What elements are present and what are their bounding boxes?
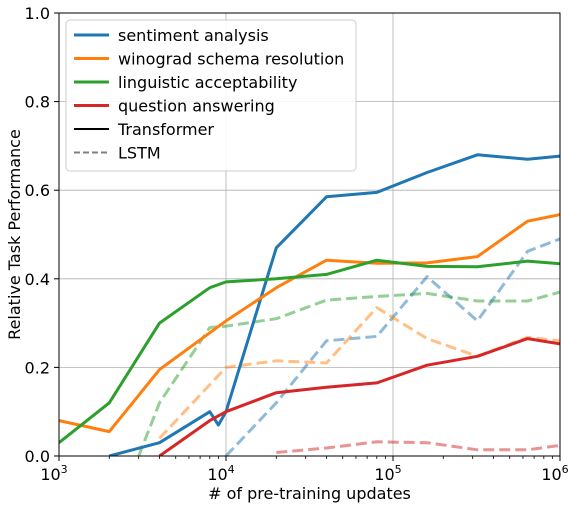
y-tick-label: 0.8 <box>25 93 50 112</box>
series-line <box>158 337 560 456</box>
legend-label: winograd schema resolution <box>118 50 344 69</box>
x-tick-label: 104 <box>207 463 234 484</box>
series-layer <box>59 153 560 456</box>
y-tick-label: 0.4 <box>25 270 50 289</box>
series-line <box>108 153 560 456</box>
y-axis-label: Relative Task Performance <box>5 129 24 340</box>
x-tick-label: 103 <box>40 463 67 484</box>
y-tick-label: 1.0 <box>25 4 50 23</box>
legend: sentiment analysis winograd schema resolu… <box>65 19 357 172</box>
y-tick-label: 0.0 <box>25 447 50 466</box>
y-tick-label: 0.2 <box>25 358 50 377</box>
x-tick-label: 106 <box>541 463 568 484</box>
series-line <box>137 290 560 456</box>
plot-frame <box>58 12 561 457</box>
legend-label: sentiment analysis <box>118 26 269 45</box>
legend-label: LSTM <box>118 144 161 163</box>
y-tick-label: 0.6 <box>25 181 50 200</box>
series-line <box>59 213 560 434</box>
series-line <box>59 258 560 444</box>
series-line <box>276 440 560 454</box>
x-axis: 103 104 105 106 <box>40 456 569 484</box>
x-tick-label: 105 <box>374 463 401 484</box>
y-axis: 0.0 0.2 0.4 0.6 0.8 1.0 <box>25 4 59 466</box>
legend-box <box>65 19 357 172</box>
legend-label: Transformer <box>117 120 214 139</box>
legend-label: question answering <box>118 97 275 116</box>
x-axis-label: # of pre-training updates <box>208 484 411 503</box>
legend-label: linguistic acceptability <box>118 73 297 92</box>
